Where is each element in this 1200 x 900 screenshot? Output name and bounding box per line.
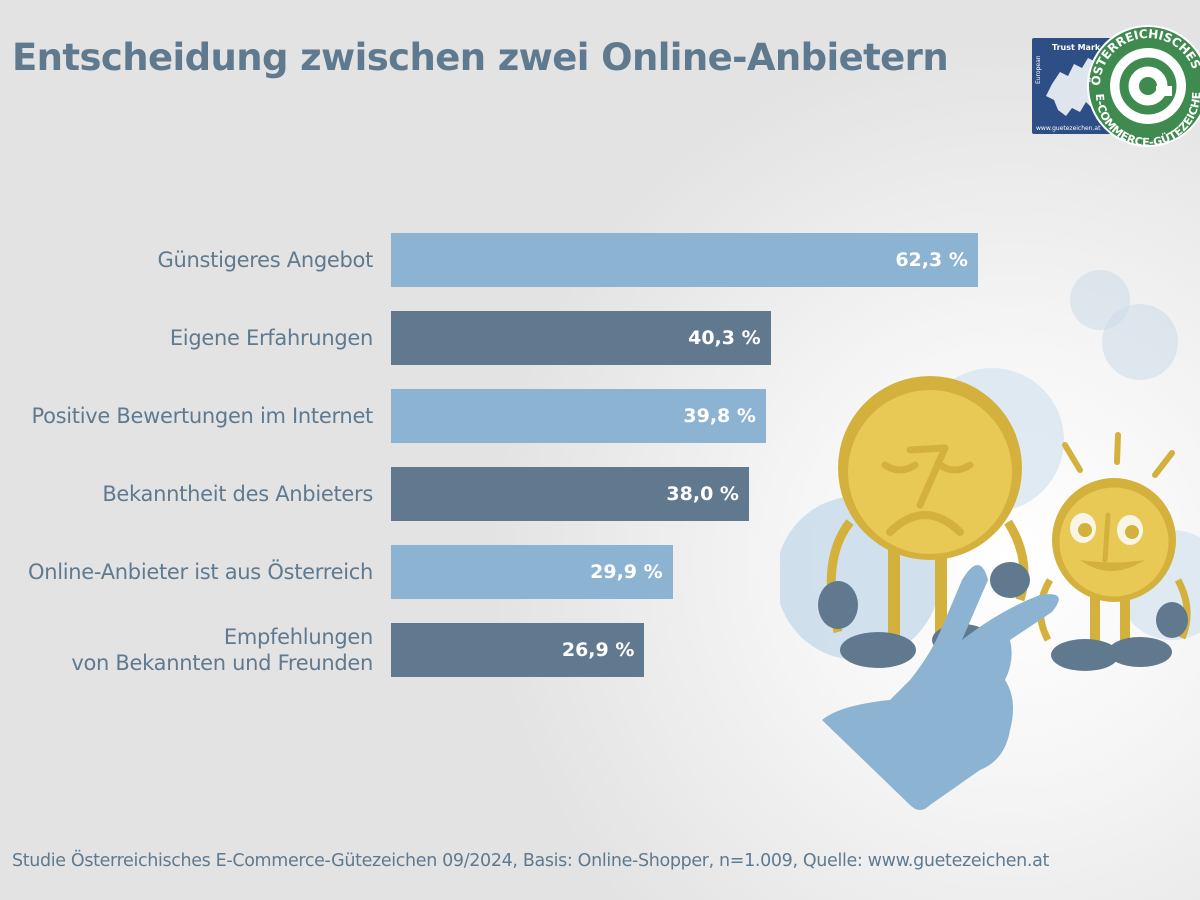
category-label: Günstigeres Angebot xyxy=(157,248,374,272)
category-label: Bekanntheit des Anbieters xyxy=(102,482,373,506)
logo-url: www.guetezeichen.at xyxy=(1036,125,1101,132)
value-label: 40,3 % xyxy=(688,327,761,349)
bar: 39,8 % xyxy=(391,389,766,443)
trust-mark-prefix: European xyxy=(1035,55,1042,84)
category-label: Eigene Erfahrungen xyxy=(169,326,373,350)
at-sign-icon xyxy=(1119,57,1177,115)
coins-illustration: 7 10 xyxy=(780,270,1200,810)
happy-coin-character: 10 xyxy=(1036,432,1191,671)
trust-mark-text: Trust Mark xyxy=(1052,43,1101,52)
page-title: Entscheidung zwischen zwei Online-Anbiet… xyxy=(12,36,949,79)
pointing-hand-icon xyxy=(822,565,1059,810)
source-footnote: Studie Österreichisches E-Commerce-Gütez… xyxy=(12,851,1050,871)
bar: 26,9 % xyxy=(391,623,645,677)
category-label: Empfehlungen von Bekannten und Freunden xyxy=(71,625,373,675)
bar: 62,3 % xyxy=(391,233,978,287)
bar: 38,0 % xyxy=(391,467,749,521)
guetezeichen-logo: Trust Mark European www.guetezeichen.at … xyxy=(1030,24,1200,148)
bg-bubble xyxy=(1102,304,1178,380)
bar: 29,9 % xyxy=(391,545,673,599)
category-label: Online-Anbieter ist aus Österreich xyxy=(27,560,373,584)
value-label: 26,9 % xyxy=(561,639,635,661)
value-label: 39,8 % xyxy=(683,405,756,427)
value-label: 38,0 % xyxy=(666,483,739,505)
value-label: 62,3 % xyxy=(895,249,968,271)
bar: 40,3 % xyxy=(391,311,771,365)
value-label: 29,9 % xyxy=(590,561,663,583)
category-label: Positive Bewertungen im Internet xyxy=(31,404,373,428)
